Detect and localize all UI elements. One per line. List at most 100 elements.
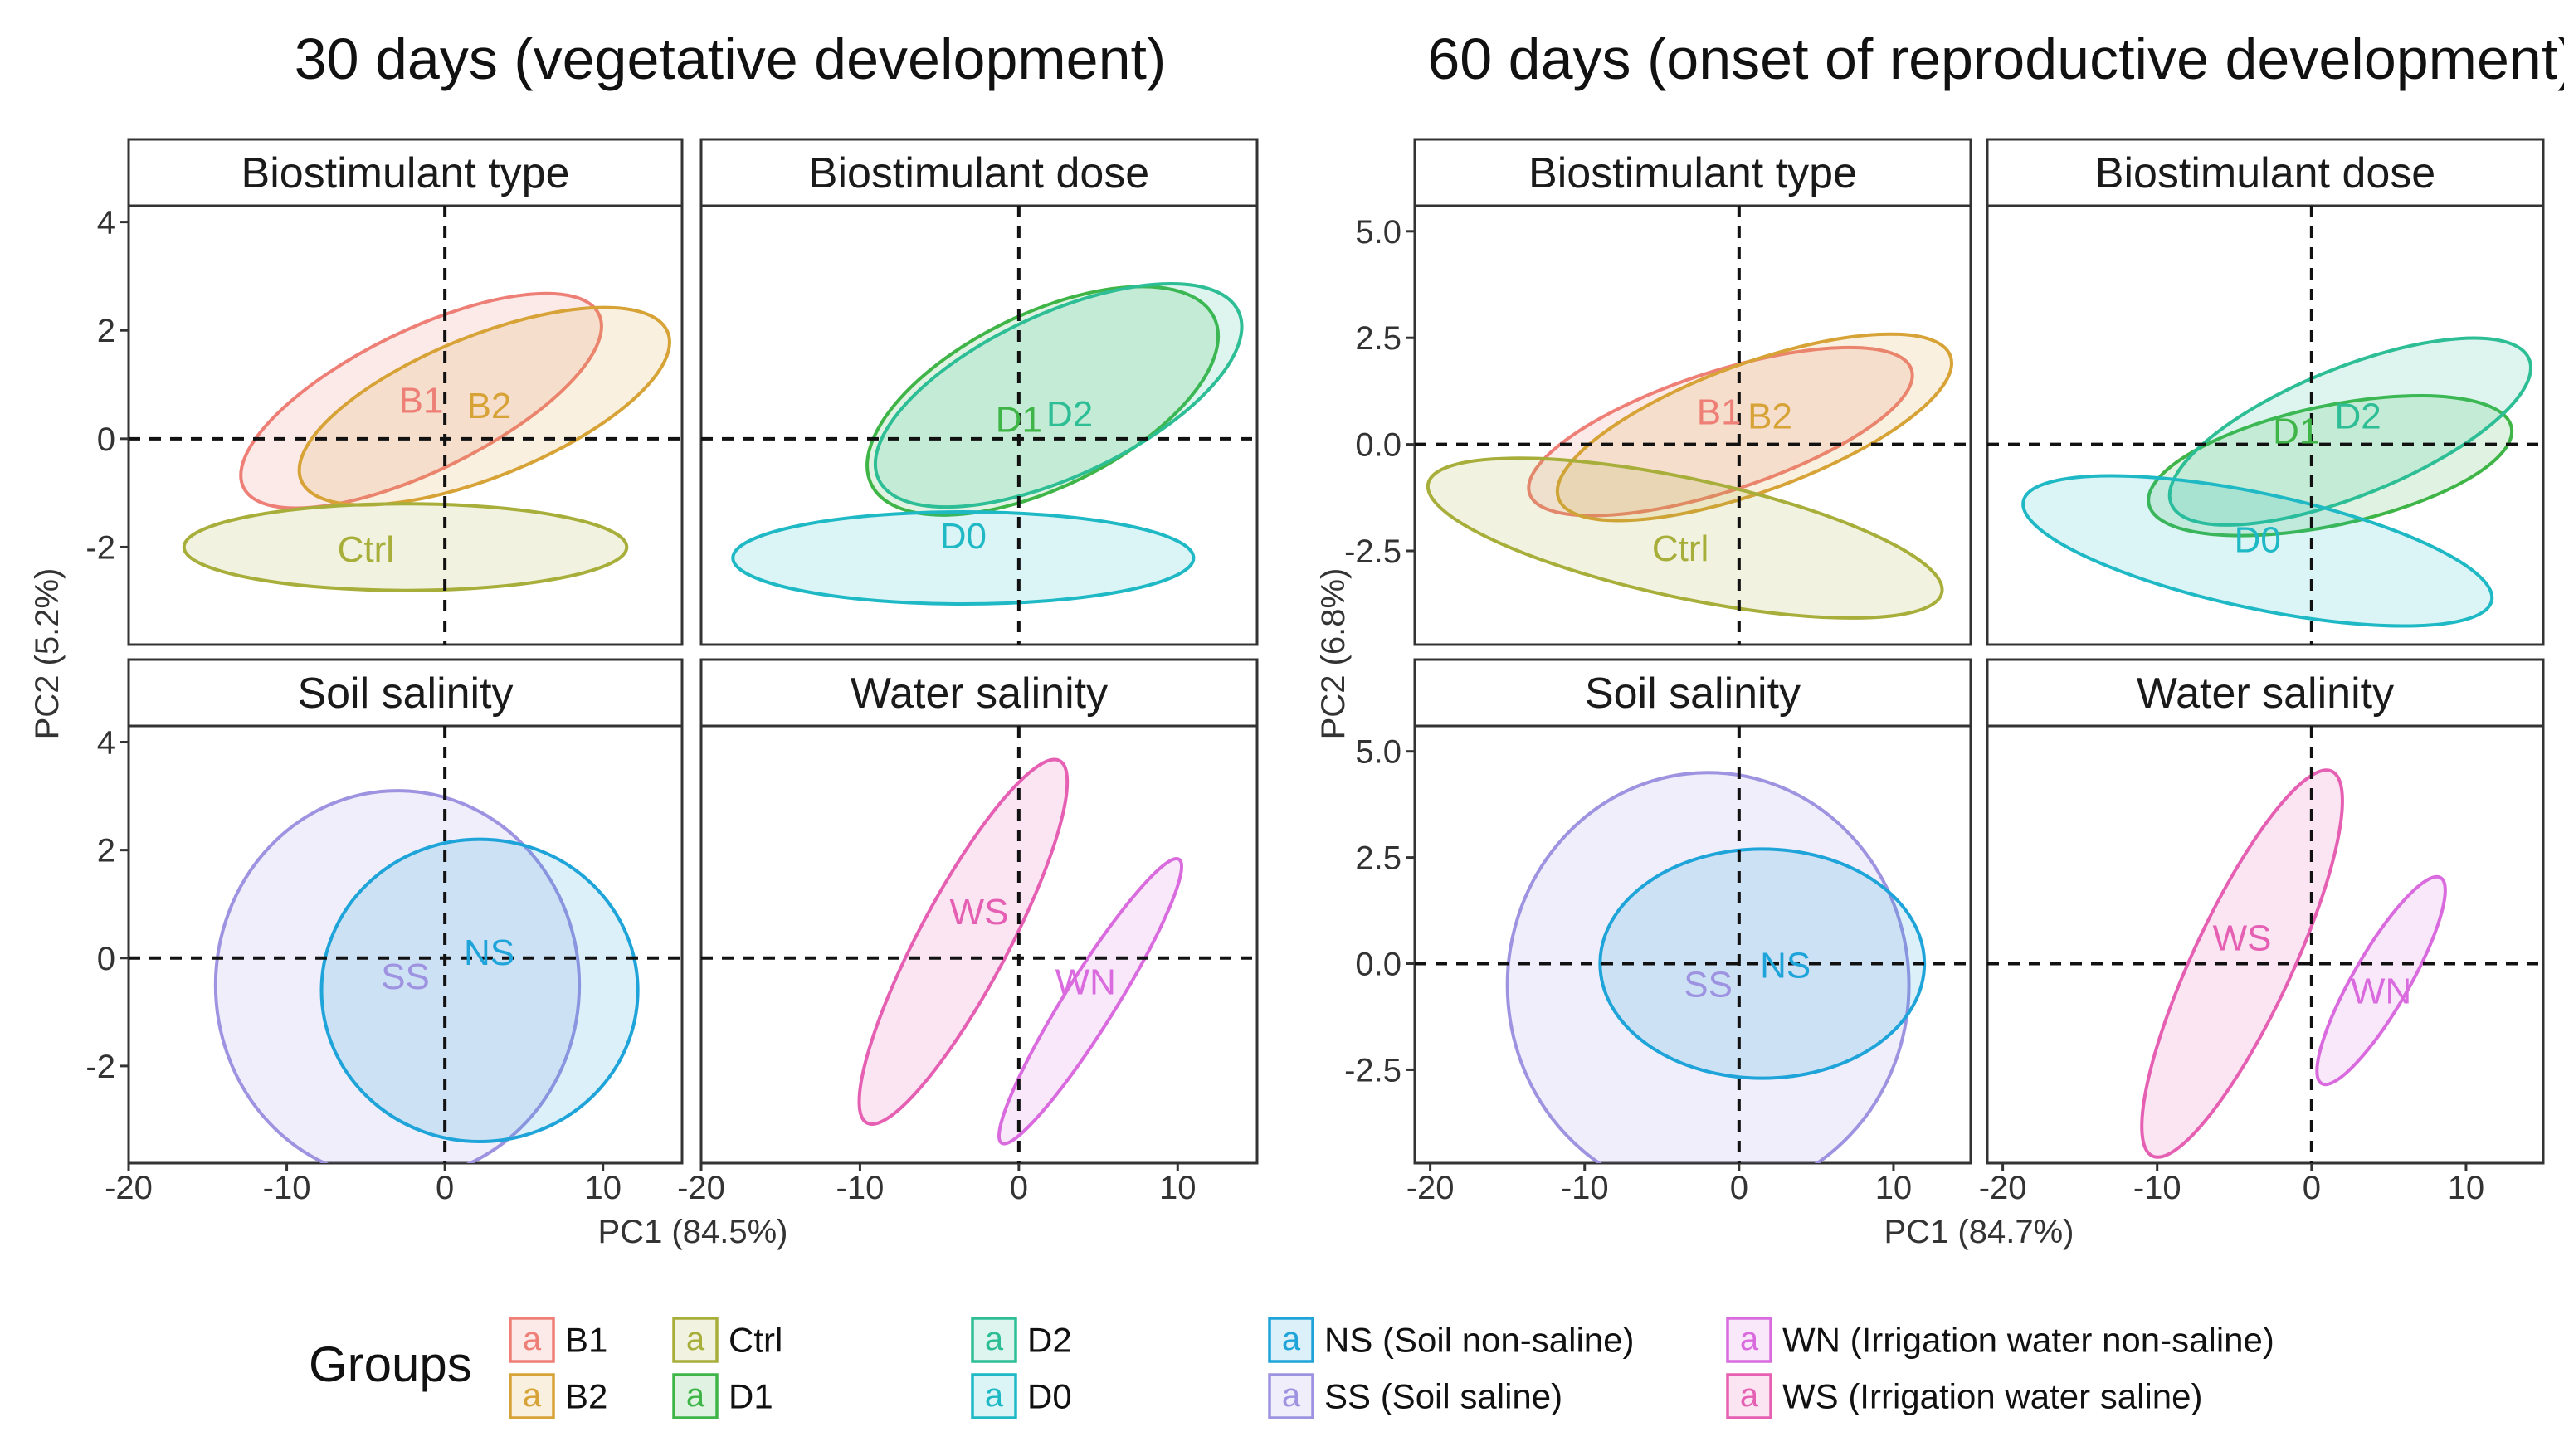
legend-item-b2: a B2 bbox=[509, 1373, 607, 1419]
x-tick-label: 10 bbox=[2448, 1170, 2485, 1206]
y-tick-label: 2.5 bbox=[1355, 320, 1401, 357]
group-label-ns: NS bbox=[1760, 946, 1811, 986]
facet-title: Soil salinity bbox=[1585, 670, 1801, 718]
facet-title: Biostimulant type bbox=[241, 149, 570, 197]
ellipse-d2 bbox=[2167, 336, 2532, 527]
ellipse-b2 bbox=[297, 305, 671, 507]
legend-item-wn: a WN (Irrigation water non-saline) bbox=[1726, 1317, 2274, 1363]
group-label-b2: B2 bbox=[467, 386, 512, 426]
legend-key-glyph: a bbox=[985, 1377, 1004, 1414]
legend-key-b1 bbox=[509, 1317, 555, 1363]
facet-biostimulant-dose: Biostimulant dose D1 D2 D0 bbox=[699, 138, 1259, 646]
legend-label: WN (Irrigation water non-saline) bbox=[1782, 1321, 2274, 1360]
facet-strip bbox=[1986, 658, 2545, 728]
panel-content: B1 B2 Ctrl bbox=[129, 206, 682, 645]
legend-item-b1: a B1 bbox=[509, 1317, 607, 1363]
panel-background bbox=[1986, 724, 2545, 1165]
group-label-d2: D2 bbox=[2335, 397, 2381, 437]
ellipse-b1 bbox=[239, 291, 603, 510]
facet-title: Biostimulant type bbox=[1528, 149, 1857, 197]
facet-title: Water salinity bbox=[851, 670, 1108, 718]
group-label-wn: WN bbox=[1055, 962, 1116, 1003]
x-tick-label: 10 bbox=[1875, 1170, 1913, 1206]
y-tick-label: 0.0 bbox=[1355, 947, 1401, 983]
y-tick-label: 0 bbox=[97, 421, 115, 458]
ellipse-d1 bbox=[865, 285, 1221, 517]
panel-content: SS NS bbox=[1415, 726, 1971, 1163]
legend-label: Ctrl bbox=[729, 1321, 782, 1360]
y-tick-label: 5.0 bbox=[1355, 734, 1401, 771]
group-label-ctrl: Ctrl bbox=[338, 529, 394, 570]
title-60-days: 60 days (onset of reproductive developme… bbox=[1427, 27, 2564, 91]
legend-key-glyph: a bbox=[1740, 1321, 1759, 1357]
legend-key-glyph: a bbox=[985, 1321, 1004, 1357]
legend-label: B1 bbox=[565, 1321, 607, 1360]
ellipse-d1 bbox=[2147, 394, 2514, 538]
group-label-ws: WS bbox=[2213, 918, 2272, 958]
panel-content: WS WN bbox=[701, 726, 1257, 1163]
ellipse-b2 bbox=[1555, 332, 1954, 523]
group-label-ns: NS bbox=[464, 933, 514, 973]
x-axis-title: PC1 (84.5%) bbox=[598, 1214, 788, 1250]
legend-key-glyph: a bbox=[523, 1377, 542, 1414]
group-label-d0: D0 bbox=[2235, 520, 2281, 561]
facet-title: Soil salinity bbox=[297, 670, 513, 718]
legend-key-d1 bbox=[672, 1373, 719, 1419]
group-label-b1: B1 bbox=[399, 381, 444, 421]
group-label-ss: SS bbox=[381, 957, 430, 997]
y-axis-title: PC2 (5.2%) bbox=[29, 568, 66, 740]
facet-strip bbox=[1413, 138, 1972, 207]
y-tick-label: 5.0 bbox=[1355, 214, 1401, 251]
ellipse-wn bbox=[2315, 874, 2447, 1087]
panel-background bbox=[1986, 204, 2545, 646]
y-tick-label: 4 bbox=[97, 725, 115, 762]
ellipse-ctrl bbox=[182, 502, 629, 592]
y-tick-label: -2 bbox=[85, 1049, 115, 1085]
legend-label: SS (Soil saline) bbox=[1324, 1377, 1562, 1416]
panel-content: D1 D2 D0 bbox=[701, 206, 1257, 645]
group-label-ss: SS bbox=[1684, 965, 1733, 1006]
ellipse-ns bbox=[1598, 847, 1927, 1080]
legend-key-glyph: a bbox=[1740, 1377, 1759, 1414]
panel-content: SS NS bbox=[129, 726, 682, 1163]
y-tick-label: 0 bbox=[97, 941, 115, 977]
facet-strip bbox=[1413, 658, 1972, 728]
ellipse-ns bbox=[319, 837, 640, 1143]
legend-key-ws bbox=[1726, 1373, 1772, 1419]
legend-label: NS (Soil non-saline) bbox=[1324, 1321, 1635, 1360]
legend-item-ns: a NS (Soil non-saline) bbox=[1268, 1317, 1635, 1363]
panel-background bbox=[699, 724, 1259, 1165]
group-label-d1: D1 bbox=[996, 399, 1042, 440]
legend-item-d2: a D2 bbox=[971, 1317, 1072, 1363]
panel-background bbox=[1413, 724, 1972, 1165]
ellipse-ctrl bbox=[1426, 456, 1944, 620]
legend-key-glyph: a bbox=[523, 1321, 542, 1357]
y-tick-label: 2 bbox=[97, 833, 115, 869]
panel-content: WS WN bbox=[1987, 726, 2543, 1163]
group-label-d0: D0 bbox=[940, 516, 987, 557]
legend-label: WS (Irrigation water saline) bbox=[1782, 1377, 2202, 1416]
x-tick-label: -10 bbox=[836, 1170, 885, 1206]
ellipse-ss bbox=[213, 789, 582, 1163]
legend-item-d0: a D0 bbox=[971, 1373, 1072, 1419]
y-axis-title: PC2 (6.8%) bbox=[1315, 568, 1352, 740]
legend-key-d0 bbox=[971, 1373, 1017, 1419]
facet-strip bbox=[127, 658, 684, 728]
x-tick-label: -20 bbox=[1979, 1170, 2027, 1206]
facet-water-salinity: Water salinity WS WN -20 -10 0 10 bbox=[1979, 658, 2545, 1206]
facet-title: Biostimulant dose bbox=[2095, 149, 2435, 197]
facet-soil-salinity: Soil salinity SS NS -2.5 0.0 2.5 5.0 -20 -10 0 10 bbox=[1344, 658, 1972, 1206]
legend-key-d2 bbox=[971, 1317, 1017, 1363]
y-tick-label: 2.5 bbox=[1355, 840, 1401, 877]
legend-key-ns bbox=[1268, 1317, 1314, 1363]
legend-key-ctrl bbox=[672, 1317, 719, 1363]
facet-water-salinity: Water salinity WS WN -20 -10 0 10 bbox=[677, 658, 1259, 1206]
x-tick-label: -20 bbox=[105, 1170, 153, 1206]
facet-strip bbox=[127, 138, 684, 207]
ellipse-ss bbox=[1505, 771, 1911, 1163]
legend-label: D0 bbox=[1027, 1377, 1072, 1416]
legend-key-b2 bbox=[509, 1373, 555, 1419]
